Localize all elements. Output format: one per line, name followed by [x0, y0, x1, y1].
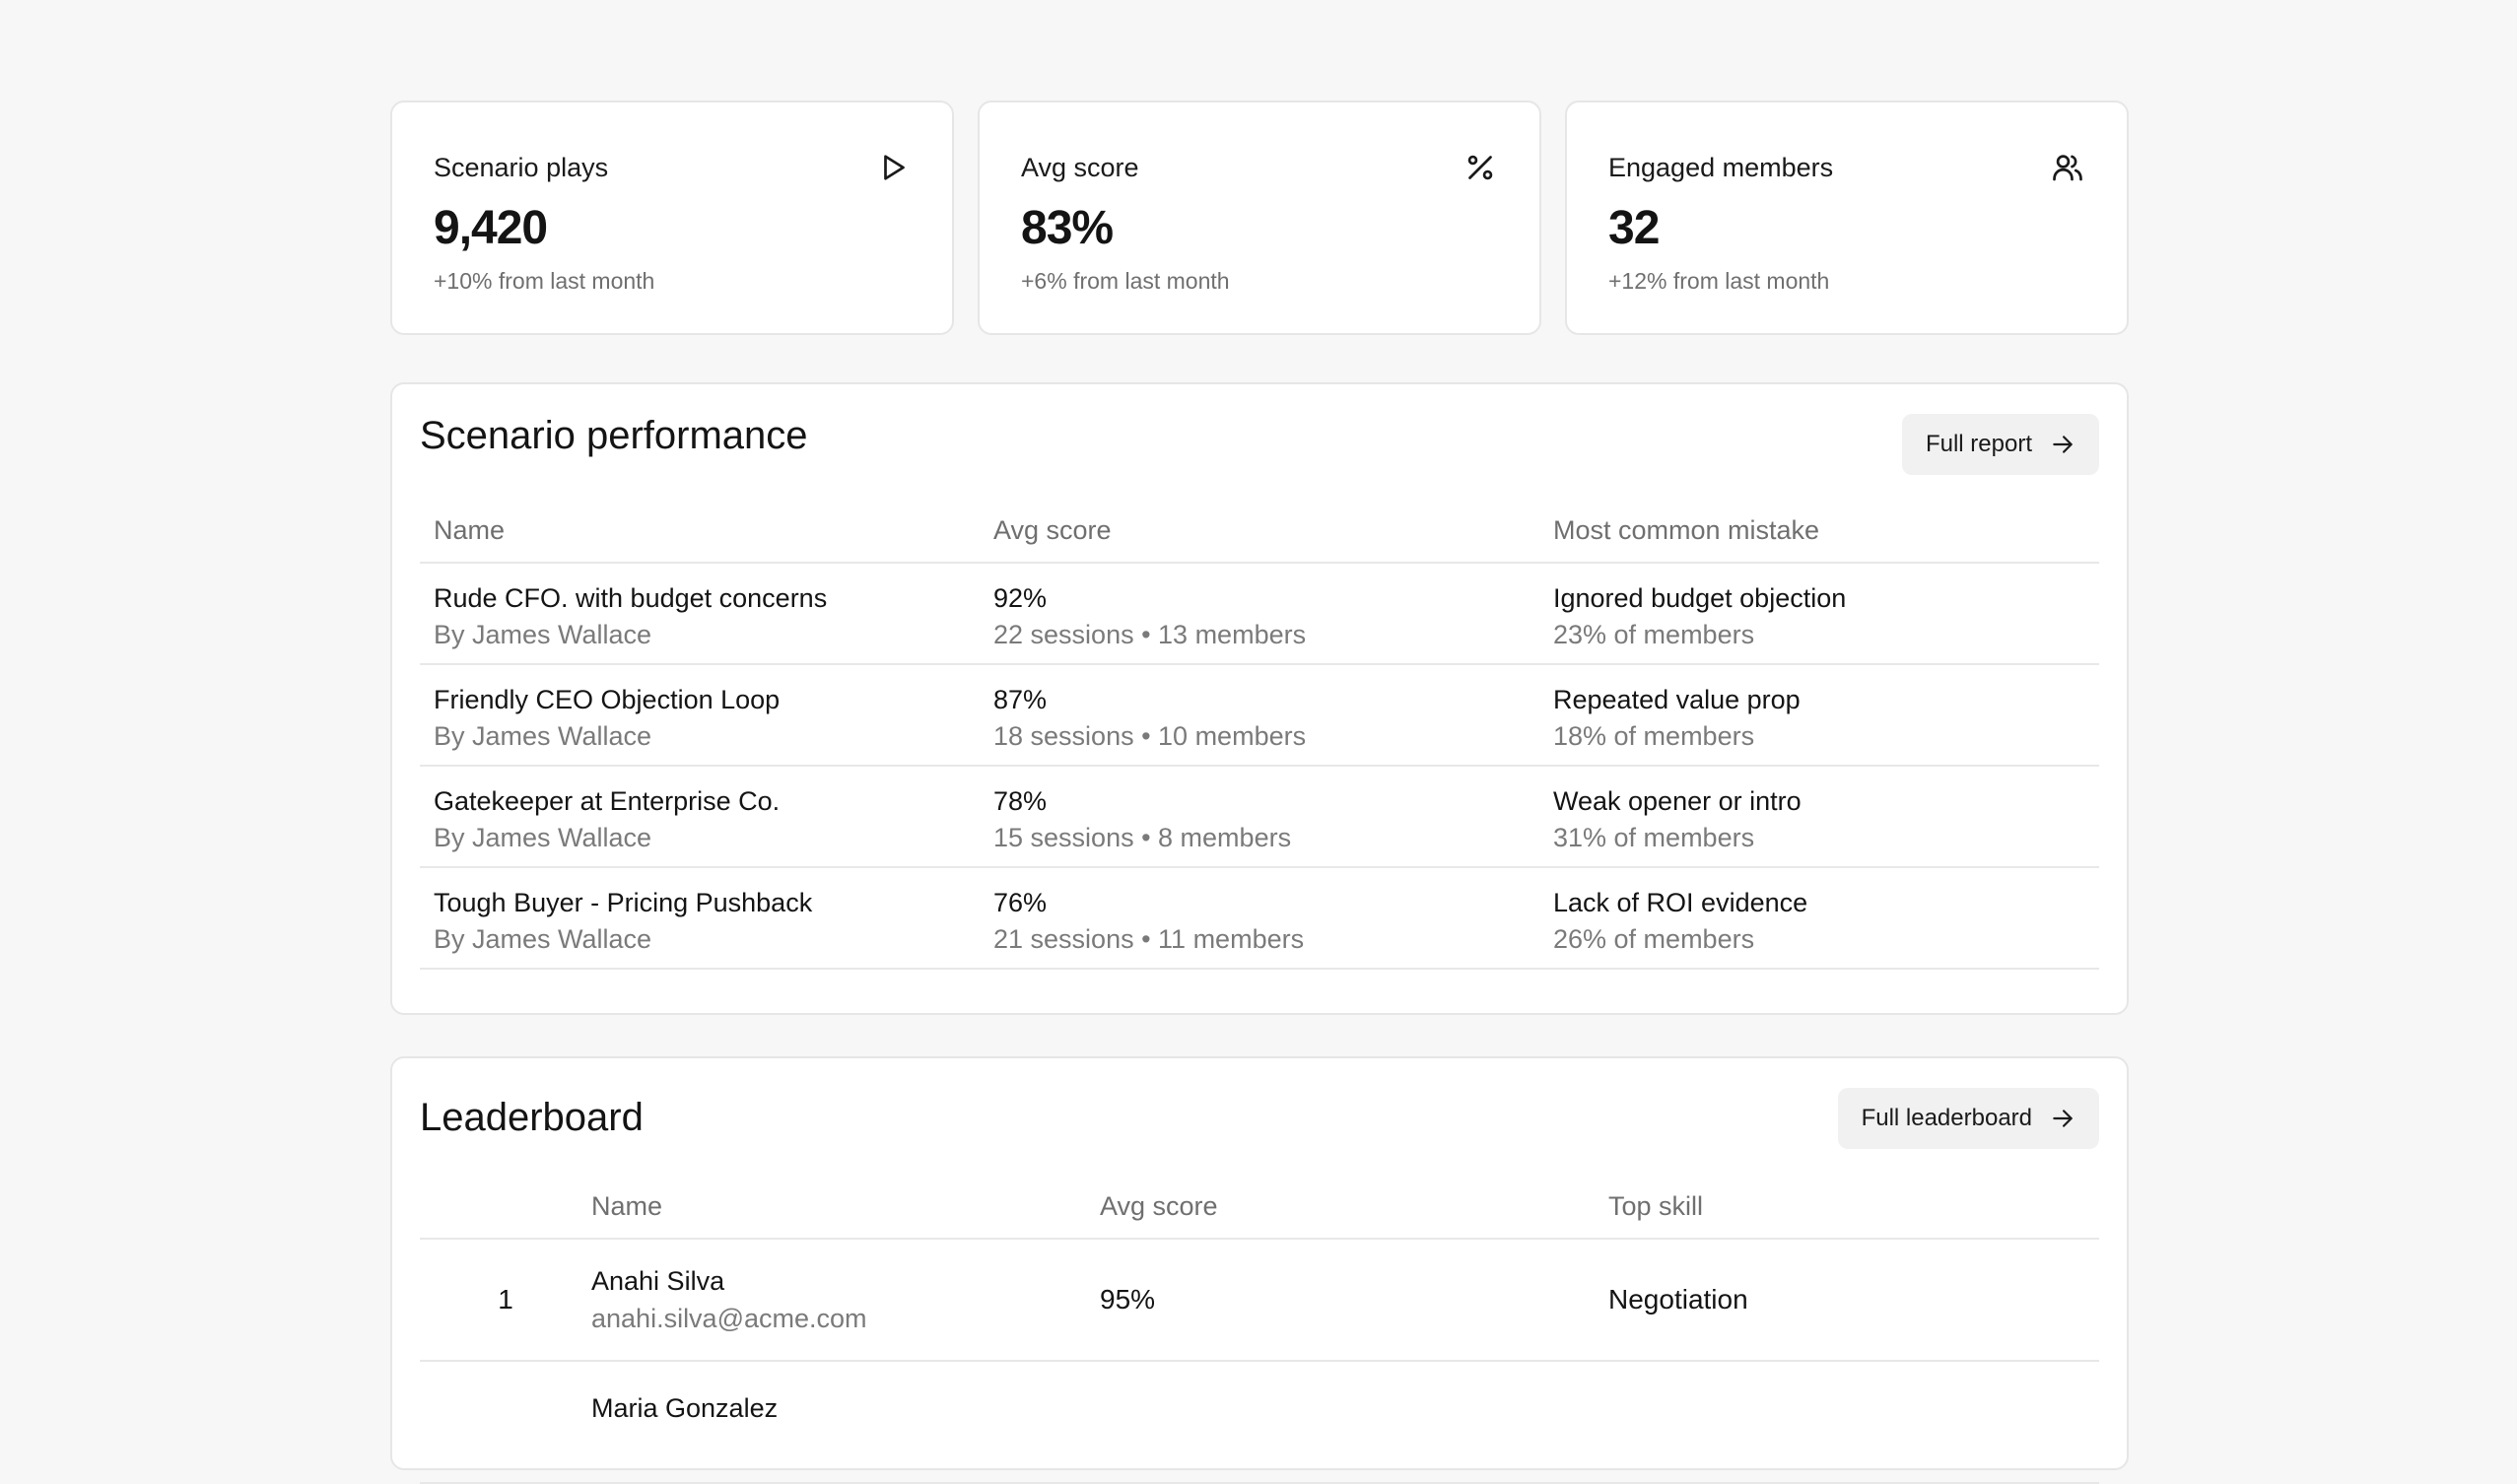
stat-delta: +10% from last month: [434, 268, 655, 294]
scenario-mistake: Ignored budget objection: [1553, 583, 1847, 613]
stat-value: 9,420: [434, 202, 548, 254]
full-report-button[interactable]: Full report: [1901, 414, 2099, 475]
member-top-skill: Negotiation: [1608, 1284, 1748, 1315]
table-row[interactable]: Maria Gonzalez: [420, 1362, 2099, 1484]
table-header: Name Avg score Most common mistake: [420, 499, 2099, 564]
stat-delta: +6% from last month: [1021, 268, 1230, 294]
scenario-sessions: 22 sessions • 13 members: [993, 620, 1307, 649]
arrow-right-icon: [2053, 1110, 2073, 1127]
mistake-share: 31% of members: [1553, 823, 1755, 852]
scenario-score: 92%: [993, 583, 1048, 613]
stat-card-engaged-members: Engaged members 32 +12% from last month: [1565, 101, 2129, 335]
scenario-author: By James Wallace: [434, 823, 652, 852]
stat-card-avg-score: Avg score 83% +6% from last month: [978, 101, 1541, 335]
column-header-avg-score[interactable]: Avg score: [1100, 1190, 1218, 1221]
stat-value: 83%: [1021, 202, 1114, 254]
scenario-score: 87%: [993, 685, 1048, 714]
scenario-score: 76%: [993, 888, 1048, 917]
column-header-top-skill[interactable]: Top skill: [1608, 1190, 1704, 1221]
scenario-sessions: 15 sessions • 8 members: [993, 823, 1292, 852]
table-row[interactable]: Rude CFO. with budget concerns By James W…: [420, 564, 2099, 665]
member-name[interactable]: Anahi Silva: [591, 1266, 725, 1296]
table-row[interactable]: Friendly CEO Objection Loop By James Wall…: [420, 665, 2099, 767]
member-score: 95%: [1100, 1284, 1156, 1315]
users-icon: [2053, 155, 2082, 181]
scenario-name[interactable]: Gatekeeper at Enterprise Co.: [434, 786, 781, 816]
percent-icon: [1467, 155, 1493, 180]
leaderboard-panel: Leaderboard Full leaderboard Name Avg sc…: [390, 1056, 2129, 1484]
leaderboard-table: Name Avg score Top skill 1 Anahi Silva a…: [420, 1175, 2099, 1484]
stat-label: Engaged members: [1608, 153, 1834, 182]
button-label: Full report: [1925, 431, 2032, 457]
column-header-name[interactable]: Name: [434, 514, 506, 545]
scenario-name[interactable]: Rude CFO. with budget concerns: [434, 583, 828, 613]
table-row[interactable]: Tough Buyer - Pricing Pushback By James W…: [420, 868, 2099, 970]
scenario-author: By James Wallace: [434, 721, 652, 751]
member-email: anahi.silva@acme.com: [591, 1304, 867, 1333]
stat-card-scenario-plays: Scenario plays 9,420 +10% from last mont…: [390, 101, 954, 335]
stat-label: Avg score: [1021, 153, 1139, 182]
table-row[interactable]: Gatekeeper at Enterprise Co. By James Wal…: [420, 767, 2099, 868]
column-header-name[interactable]: Name: [591, 1190, 663, 1221]
full-leaderboard-button[interactable]: Full leaderboard: [1837, 1088, 2099, 1149]
scenario-sessions: 21 sessions • 11 members: [993, 924, 1305, 954]
dashboard: Scenario plays 9,420 +10% from last mont…: [390, 101, 2129, 1484]
member-name[interactable]: Maria Gonzalez: [591, 1393, 779, 1423]
stat-value: 32: [1608, 202, 1660, 254]
stats-row: Scenario plays 9,420 +10% from last mont…: [390, 101, 2129, 335]
column-header-mistake[interactable]: Most common mistake: [1553, 514, 1820, 545]
button-label: Full leaderboard: [1861, 1105, 2032, 1131]
play-icon: [884, 155, 905, 180]
scenario-sessions: 18 sessions • 10 members: [993, 721, 1307, 751]
column-header-avg-score[interactable]: Avg score: [993, 514, 1112, 545]
panel-title: Scenario performance: [420, 414, 808, 457]
scenario-name[interactable]: Tough Buyer - Pricing Pushback: [434, 888, 813, 917]
mistake-share: 23% of members: [1553, 620, 1755, 649]
mistake-share: 18% of members: [1553, 721, 1755, 751]
arrow-right-icon: [2053, 436, 2073, 453]
scenario-author: By James Wallace: [434, 620, 652, 649]
table-row[interactable]: 1 Anahi Silva anahi.silva@acme.com 95% N…: [420, 1240, 2099, 1362]
scenario-mistake: Weak opener or intro: [1553, 786, 1802, 816]
mistake-share: 26% of members: [1553, 924, 1755, 954]
scenario-score: 78%: [993, 786, 1048, 816]
panel-title: Leaderboard: [420, 1096, 644, 1139]
scenario-author: By James Wallace: [434, 924, 652, 954]
scenario-table: Name Avg score Most common mistake Rude …: [420, 499, 2099, 970]
stat-delta: +12% from last month: [1608, 268, 1830, 294]
rank: 1: [498, 1284, 513, 1315]
scenario-mistake: Repeated value prop: [1553, 685, 1801, 714]
scenario-name[interactable]: Friendly CEO Objection Loop: [434, 685, 781, 714]
scenario-performance-panel: Scenario performance Full report Name Av…: [390, 382, 2129, 1015]
table-header: Name Avg score Top skill: [420, 1175, 2099, 1240]
scenario-mistake: Lack of ROI evidence: [1553, 888, 1808, 917]
stat-label: Scenario plays: [434, 153, 609, 182]
